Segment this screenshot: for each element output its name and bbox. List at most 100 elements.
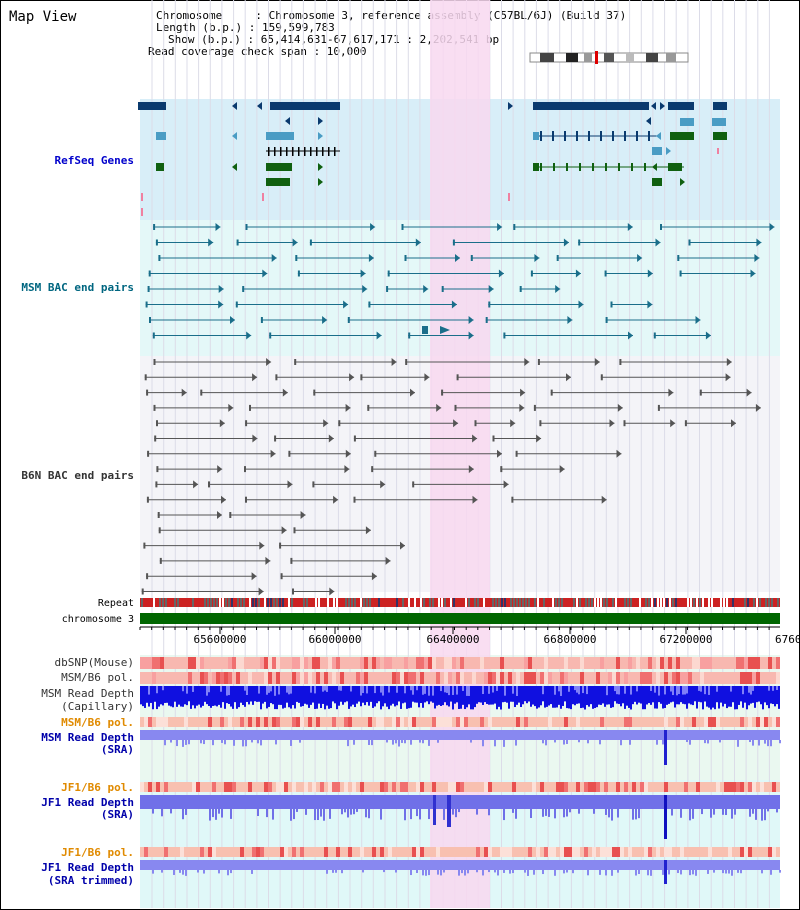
bac-end-feature[interactable] — [380, 480, 386, 489]
bac-end-feature[interactable] — [440, 326, 450, 334]
bac-end-feature[interactable] — [309, 239, 312, 246]
bac-end-feature[interactable] — [578, 300, 584, 309]
repeat-feature[interactable] — [252, 598, 254, 607]
bac-end-feature[interactable] — [405, 359, 408, 365]
repeat-feature[interactable] — [516, 598, 518, 607]
repeat-feature[interactable] — [537, 598, 539, 607]
repeat-feature[interactable] — [174, 598, 176, 607]
repeat-feature[interactable] — [690, 598, 692, 607]
repeat-feature[interactable] — [492, 598, 494, 607]
bac-end-feature[interactable] — [312, 481, 315, 488]
repeat-feature[interactable] — [318, 598, 320, 607]
bac-end-feature[interactable] — [655, 238, 661, 247]
bac-end-feature[interactable] — [594, 358, 600, 366]
repeat-feature[interactable] — [720, 598, 722, 607]
bac-end-feature[interactable] — [218, 285, 224, 293]
gene-exon-feature[interactable] — [334, 147, 336, 156]
repeat-feature[interactable] — [525, 598, 527, 607]
gene-exon-feature[interactable] — [605, 163, 607, 171]
bac-end-feature[interactable] — [668, 388, 674, 397]
repeat-feature[interactable] — [444, 598, 446, 607]
repeat-feature[interactable] — [603, 598, 605, 607]
repeat-feature[interactable] — [240, 598, 242, 607]
bac-end-feature[interactable] — [660, 224, 662, 230]
msm-bac-track[interactable] — [145, 223, 775, 340]
repeat-feature[interactable] — [264, 598, 266, 607]
gene-arrow-feature[interactable] — [508, 102, 513, 110]
bac-end-feature[interactable] — [387, 270, 390, 277]
bac-end-feature[interactable] — [208, 481, 210, 488]
bac-end-feature[interactable] — [360, 269, 366, 278]
gene-exon-feature[interactable] — [552, 131, 554, 141]
bac-end-feature[interactable] — [412, 481, 415, 488]
bac-end-feature[interactable] — [451, 300, 457, 309]
gene-arrow-feature[interactable] — [232, 163, 237, 171]
gene-feature[interactable] — [266, 132, 294, 140]
bac-end-feature[interactable] — [726, 358, 732, 366]
bac-end-feature[interactable] — [349, 373, 355, 382]
bac-end-feature[interactable] — [455, 254, 460, 262]
bac-end-feature[interactable] — [488, 301, 491, 308]
bac-end-feature[interactable] — [279, 542, 282, 549]
repeat-feature[interactable] — [273, 598, 275, 607]
bac-end-feature[interactable] — [497, 223, 503, 231]
gene-feature[interactable] — [156, 163, 164, 171]
gene-exon-feature[interactable] — [328, 147, 330, 156]
bac-end-feature[interactable] — [200, 389, 203, 396]
bac-end-feature[interactable] — [157, 512, 160, 518]
repeat-feature[interactable] — [675, 598, 677, 607]
repeat-feature[interactable] — [465, 598, 467, 607]
bac-end-feature[interactable] — [153, 359, 156, 365]
gene-exon-feature[interactable] — [540, 131, 542, 141]
gene-feature[interactable] — [668, 163, 682, 171]
bac-end-feature[interactable] — [258, 587, 264, 596]
repeat-feature[interactable] — [630, 598, 632, 607]
repeat-feature[interactable] — [702, 598, 704, 607]
gene-exon-feature[interactable] — [636, 131, 638, 141]
bac-end-feature[interactable] — [470, 255, 473, 261]
bac-end-feature[interactable] — [472, 434, 478, 443]
gene-exon-feature[interactable] — [564, 131, 566, 141]
repeat-feature[interactable] — [231, 598, 233, 607]
repeat-feature[interactable] — [660, 598, 662, 607]
bac-end-feature[interactable] — [259, 541, 265, 550]
bac-end-feature[interactable] — [297, 270, 300, 277]
gene-exon-feature[interactable] — [298, 147, 300, 156]
repeat-feature[interactable] — [522, 598, 524, 607]
gene-exon-feature[interactable] — [579, 163, 581, 171]
bac-end-feature[interactable] — [497, 449, 502, 458]
bac-end-feature[interactable] — [251, 572, 257, 581]
bac-end-feature[interactable] — [472, 495, 478, 504]
gene-arrow-feature[interactable] — [318, 117, 323, 125]
bac-end-feature[interactable] — [141, 588, 144, 595]
repeat-feature[interactable] — [768, 598, 770, 607]
bac-end-feature[interactable] — [500, 466, 503, 473]
bac-end-feature[interactable] — [218, 300, 224, 309]
bac-end-feature[interactable] — [391, 358, 397, 366]
bac-end-feature[interactable] — [230, 316, 235, 324]
repeat-feature[interactable] — [765, 598, 767, 607]
bac-end-feature[interactable] — [245, 420, 248, 427]
repeat-feature[interactable] — [429, 598, 431, 607]
bac-end-feature[interactable] — [353, 496, 356, 503]
gene-exon-feature[interactable] — [141, 193, 143, 201]
gene-exon-feature[interactable] — [648, 131, 650, 141]
bac-end-feature[interactable] — [731, 419, 736, 428]
bac-end-feature[interactable] — [424, 373, 430, 382]
bac-end-feature[interactable] — [153, 404, 156, 411]
gene-feature[interactable] — [713, 102, 727, 110]
bac-end-feature[interactable] — [353, 435, 356, 442]
gene-exon-feature[interactable] — [624, 131, 626, 141]
bac-end-feature[interactable] — [322, 316, 328, 324]
bac-end-feature[interactable] — [219, 419, 225, 428]
bac-end-feature[interactable] — [376, 331, 382, 340]
gene-exon-feature[interactable] — [304, 147, 306, 156]
bac-end-feature[interactable] — [423, 285, 429, 293]
repeat-feature[interactable] — [723, 598, 725, 607]
repeat-feature[interactable] — [159, 598, 161, 607]
bac-end-feature[interactable] — [275, 374, 278, 381]
repeat-feature[interactable] — [165, 598, 167, 607]
repeat-feature[interactable] — [645, 598, 647, 607]
repeat-feature[interactable] — [615, 598, 617, 607]
repeat-feature[interactable] — [483, 598, 485, 607]
